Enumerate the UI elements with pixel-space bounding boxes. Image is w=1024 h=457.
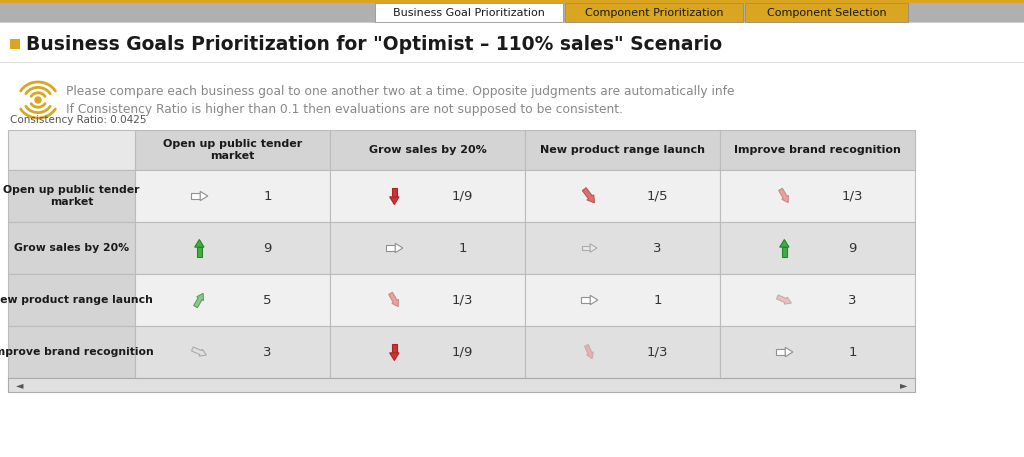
Bar [0, 0, 1024, 22]
Polygon shape [201, 191, 208, 201]
Bar [8, 130, 135, 170]
Circle shape [35, 97, 41, 103]
Text: 1/9: 1/9 [452, 190, 473, 202]
Polygon shape [195, 239, 204, 247]
Bar [8, 274, 135, 326]
Text: Improve brand recognition: Improve brand recognition [0, 347, 154, 357]
Bar [525, 274, 720, 326]
Bar [8, 222, 135, 274]
Bar [330, 274, 525, 326]
Bar [10, 39, 20, 49]
Bar [375, 3, 563, 22]
Text: 3: 3 [263, 345, 271, 358]
Text: 1/3: 1/3 [647, 345, 669, 358]
Bar [565, 3, 743, 22]
Text: 5: 5 [263, 293, 271, 307]
Text: ►: ► [899, 380, 907, 390]
Bar [135, 274, 330, 326]
Bar [330, 222, 525, 274]
Bar [190, 193, 201, 199]
Bar [8, 326, 135, 378]
Polygon shape [583, 188, 595, 203]
Text: Component Prioritization: Component Prioritization [585, 7, 723, 17]
Text: Grow sales by 20%: Grow sales by 20% [14, 243, 129, 253]
Text: Component Selection: Component Selection [767, 7, 887, 17]
Text: 1/3: 1/3 [452, 293, 473, 307]
Bar [720, 170, 915, 222]
Bar [8, 170, 135, 222]
Text: New product range launch: New product range launch [0, 295, 153, 305]
Text: Business Goals Prioritization for "Optimist – 110% sales" Scenario: Business Goals Prioritization for "Optim… [26, 34, 722, 53]
Text: Open up public tender
market: Open up public tender market [163, 139, 302, 161]
Polygon shape [191, 347, 207, 356]
Text: 3: 3 [653, 241, 662, 255]
Text: 1/3: 1/3 [842, 190, 863, 202]
Polygon shape [590, 295, 598, 305]
Bar [330, 326, 525, 378]
Polygon shape [585, 345, 593, 359]
Bar [0, 22, 1024, 23]
Text: 1: 1 [848, 345, 857, 358]
Text: New product range launch: New product range launch [540, 145, 705, 155]
Polygon shape [785, 347, 793, 356]
Bar [525, 130, 720, 170]
Bar [197, 247, 202, 256]
Bar [581, 298, 590, 303]
Text: Business Goal Prioritization: Business Goal Prioritization [393, 7, 545, 17]
Text: 9: 9 [849, 241, 857, 255]
Text: If Consistency Ratio is higher than 0.1 then evaluations are not supposed to be : If Consistency Ratio is higher than 0.1 … [66, 103, 623, 117]
Bar [135, 130, 330, 170]
Polygon shape [776, 295, 792, 304]
Polygon shape [779, 239, 790, 247]
Bar [330, 130, 525, 170]
Polygon shape [389, 292, 398, 307]
Polygon shape [778, 188, 788, 202]
Bar [745, 3, 908, 22]
Bar [0, 62, 1024, 63]
Text: Improve brand recognition: Improve brand recognition [734, 145, 901, 155]
Bar [525, 170, 720, 222]
Polygon shape [590, 244, 597, 252]
Text: ◄: ◄ [16, 380, 24, 390]
Bar [720, 274, 915, 326]
Bar [720, 130, 915, 170]
Text: Consistency Ratio: 0.0425: Consistency Ratio: 0.0425 [10, 115, 146, 125]
Text: 9: 9 [263, 241, 271, 255]
Bar [135, 170, 330, 222]
Text: 1: 1 [459, 241, 467, 255]
Bar [781, 247, 787, 256]
Text: Please compare each business goal to one another two at a time. Opposite judgmen: Please compare each business goal to one… [66, 85, 734, 99]
Text: Grow sales by 20%: Grow sales by 20% [369, 145, 486, 155]
Text: Open up public tender
market: Open up public tender market [3, 185, 139, 207]
Bar [391, 187, 397, 197]
Text: 1: 1 [653, 293, 662, 307]
Bar [8, 378, 915, 392]
Polygon shape [390, 197, 399, 204]
Polygon shape [395, 243, 402, 253]
Bar [525, 326, 720, 378]
Text: 1/5: 1/5 [647, 190, 669, 202]
Bar [720, 326, 915, 378]
Bar [0, 0, 1024, 3]
Text: 3: 3 [848, 293, 857, 307]
Bar [391, 344, 397, 353]
Bar [720, 222, 915, 274]
Polygon shape [390, 353, 399, 361]
Bar [135, 326, 330, 378]
Bar [582, 245, 590, 250]
Bar [776, 349, 785, 355]
Bar [525, 222, 720, 274]
Bar [386, 245, 395, 251]
Bar [135, 222, 330, 274]
Bar [330, 170, 525, 222]
Text: 1: 1 [263, 190, 271, 202]
Text: 1/9: 1/9 [452, 345, 473, 358]
Polygon shape [194, 293, 204, 308]
